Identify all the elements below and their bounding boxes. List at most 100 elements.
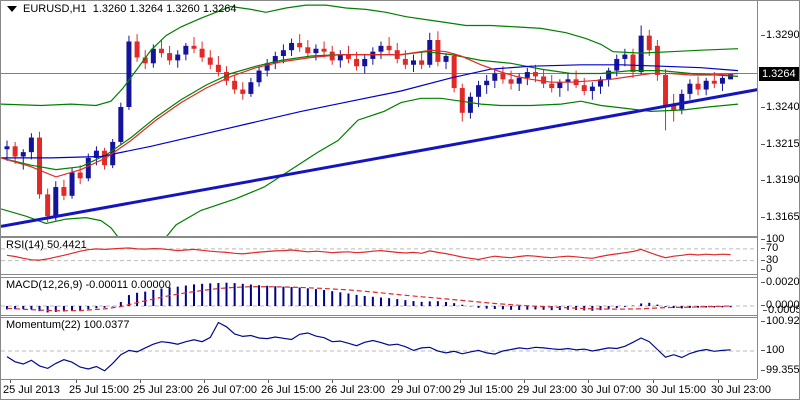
candle-bull <box>467 96 473 113</box>
candle-bull <box>118 106 124 142</box>
candle-bull <box>484 80 490 86</box>
time-axis-label: 26 Jul 07:00 <box>197 384 257 396</box>
candle-bull <box>289 42 295 51</box>
rsi-panel[interactable]: RSI(14) 50.4421 <box>1 237 757 275</box>
price-axis-label: 1.3290 <box>761 28 800 41</box>
candle-bear <box>654 45 660 75</box>
time-axis-label: 25 Jul 15:00 <box>69 384 129 396</box>
candle-bull <box>638 35 644 73</box>
candle-bull <box>362 58 368 67</box>
time-axis-label: 29 Jul 15:00 <box>453 384 513 396</box>
candle-bear <box>232 80 238 90</box>
macd-axis-max: 0.00203 <box>761 276 799 288</box>
rsi-axis-label: 30 <box>760 253 779 266</box>
time-axis-tick <box>398 380 399 383</box>
candle-bull <box>719 77 725 84</box>
candle-bull <box>370 51 376 59</box>
candle-bull <box>411 60 416 65</box>
candle-bear <box>224 72 230 81</box>
chart-title: EURUSD,H1 1.3260 1.3264 1.3260 1.3264 <box>7 3 237 15</box>
candle-bull <box>687 83 693 94</box>
rsi-label: RSI(14) 50.4421 <box>6 239 87 251</box>
time-axis-tick <box>718 380 719 383</box>
ohlc-close: 1.3264 <box>202 3 237 15</box>
candle-bear <box>191 45 197 49</box>
time-axis-label: 30 Jul 07:00 <box>581 384 641 396</box>
time-axis-tick <box>204 380 205 383</box>
ohlc-open: 1.3260 <box>92 3 127 15</box>
candle-bear <box>671 105 677 110</box>
rsi-axis-label: 0 <box>760 262 773 275</box>
candle-bull <box>378 45 384 52</box>
main-chart-panel[interactable] <box>1 1 757 237</box>
candle-bear <box>711 80 717 84</box>
time-axis-tick <box>524 380 525 383</box>
momentum-label: Momentum(22) 100.0377 <box>6 319 130 331</box>
candle-bull <box>126 41 132 107</box>
symbol-label: EURUSD,H1 <box>23 3 87 15</box>
price-tag: 1.3264 <box>759 66 799 81</box>
price-axis-label: 1.3240 <box>761 101 800 114</box>
candle-bear <box>386 45 392 51</box>
candle-bull <box>20 152 26 157</box>
momentum-panel[interactable]: Momentum(22) 100.0377 <box>1 317 757 380</box>
price-axis-label: 1.3215 <box>761 137 800 150</box>
candle-bear <box>199 48 205 58</box>
candle-bull <box>85 157 91 179</box>
candle-bear <box>321 48 327 52</box>
time-axis-label: 30 Jul 15:00 <box>646 384 706 396</box>
momentum-canvas <box>1 321 757 372</box>
candle-bull <box>597 79 603 87</box>
candle-bear <box>61 187 67 196</box>
candle-bear <box>354 58 360 67</box>
candle-bear <box>630 54 636 73</box>
macd-panel[interactable]: MACD(12,26,9) -0.00011 0.00000 <box>1 277 757 316</box>
rsi-canvas <box>1 247 757 262</box>
main-chart-canvas <box>1 4 757 236</box>
candle-bear <box>500 73 506 80</box>
candle-bull <box>443 56 449 62</box>
candle-bull <box>256 70 262 83</box>
trendline <box>1 88 757 228</box>
candle-bear <box>402 58 408 65</box>
macd-canvas <box>1 282 757 313</box>
rsi-axis-label: 100 <box>760 233 785 245</box>
time-axis-tick <box>588 380 589 383</box>
candle-bull <box>524 72 530 78</box>
candle-bull <box>492 73 498 81</box>
candle-bear <box>695 83 701 90</box>
symbol-dropdown-icon[interactable] <box>7 6 17 12</box>
macd-axis-min: 0.00056 <box>763 304 799 316</box>
candle-bear <box>167 53 173 61</box>
time-axis-label: 26 Jul 15:00 <box>261 384 321 396</box>
macd-axis-zero: 0.0000 <box>761 299 800 311</box>
candle-bull <box>476 85 482 97</box>
ma-blue-line <box>1 64 739 159</box>
candle-bull <box>53 187 59 217</box>
time-axis-tick <box>332 380 333 383</box>
candle-bear <box>12 146 18 157</box>
candle-bull <box>622 54 628 59</box>
candle-bear <box>508 79 514 84</box>
candle-bull <box>183 45 189 55</box>
candle-bull <box>280 50 286 57</box>
candle-bear <box>646 35 652 51</box>
rsi-axis-label: 70 <box>760 241 779 254</box>
candle-bear <box>77 172 83 179</box>
time-axis-label: 25 Jul 23:00 <box>133 384 193 396</box>
rsi-line <box>6 247 731 261</box>
candle-bull <box>557 82 563 89</box>
time-axis-label: 29 Jul 07:00 <box>391 384 451 396</box>
candle-bear <box>532 72 538 77</box>
candle-bull <box>175 54 181 61</box>
time-axis-tick <box>76 380 77 383</box>
candle-bull <box>69 172 75 196</box>
ohlc-high: 1.3264 <box>129 3 164 15</box>
candle-bear <box>207 57 213 65</box>
candle-bear <box>240 89 246 94</box>
candle-bear <box>451 56 457 89</box>
time-axis-label: 30 Jul 23:00 <box>711 384 771 396</box>
candle-bear <box>345 54 351 59</box>
